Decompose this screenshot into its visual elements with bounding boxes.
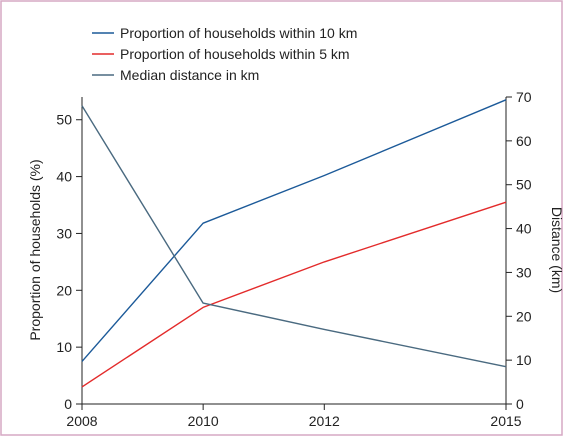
- left-tick-label: 10: [56, 339, 72, 355]
- left-tick-label: 40: [56, 169, 72, 185]
- right-tick-label: 40: [516, 221, 532, 237]
- legend: Proportion of households within 10 km Pro…: [92, 25, 357, 83]
- right-axis-ticks: 0 10 20 30 40 50 60 70: [506, 89, 532, 412]
- right-axis-title: Distance (km): [549, 207, 563, 293]
- left-axis-ticks: 0 10 20 30 40 50: [56, 112, 82, 412]
- series-line-1: [81, 99, 507, 362]
- left-tick-label: 50: [56, 112, 72, 128]
- right-tick-label: 30: [516, 264, 532, 280]
- x-tick-label: 2008: [66, 413, 97, 429]
- right-tick-label: 60: [516, 133, 532, 149]
- legend-label: Proportion of households within 5 km: [120, 46, 350, 62]
- left-tick-label: 0: [64, 396, 72, 412]
- right-tick-label: 70: [516, 89, 532, 105]
- x-tick-label: 2012: [309, 413, 340, 429]
- x-axis-ticks: 2008 2010 2012 2015: [66, 404, 522, 429]
- series-line-2: [81, 201, 507, 388]
- right-tick-label: 0: [516, 396, 524, 412]
- x-tick-label: 2010: [188, 413, 219, 429]
- series-lines: [81, 99, 507, 388]
- x-tick-label: 2015: [490, 413, 521, 429]
- legend-label: Proportion of households within 10 km: [120, 25, 357, 41]
- right-tick-label: 20: [516, 308, 532, 324]
- left-tick-label: 30: [56, 225, 72, 241]
- legend-label: Median distance in km: [120, 67, 259, 83]
- right-tick-label: 10: [516, 352, 532, 368]
- left-tick-label: 20: [56, 282, 72, 298]
- series-line-3: [81, 105, 507, 368]
- right-tick-label: 50: [516, 177, 532, 193]
- left-axis-title: Proportion of households (%): [27, 159, 43, 340]
